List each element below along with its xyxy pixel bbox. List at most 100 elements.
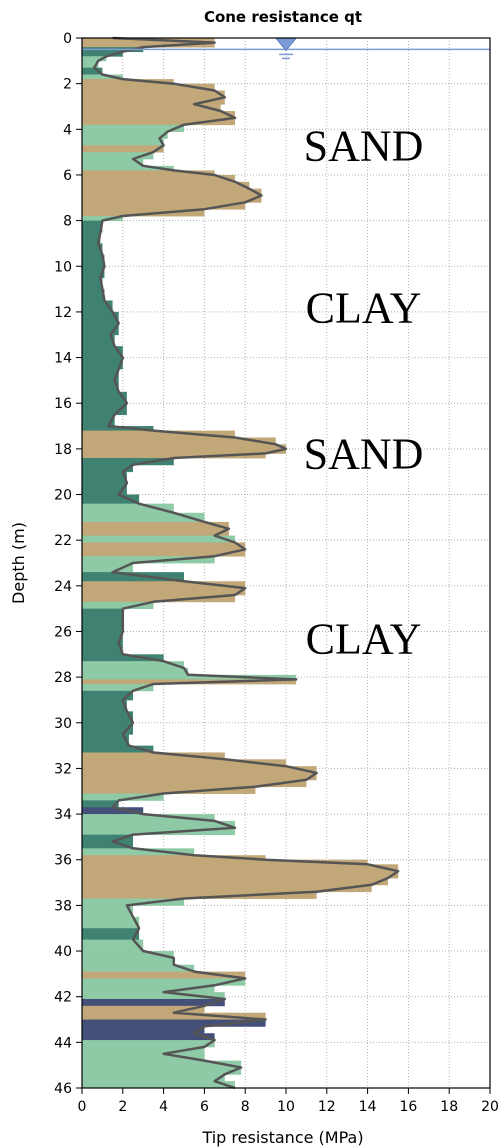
soil-band-sand [82, 111, 235, 119]
soil-band-clay [82, 266, 105, 279]
soil-band-clay [82, 289, 105, 301]
y-tick-label: 30 [54, 716, 72, 732]
soil-band-clay [82, 690, 133, 701]
soil-band-sand [82, 145, 164, 153]
soil-band-sand [82, 430, 235, 438]
soil-band-sand [82, 528, 229, 537]
y-tick-label: 38 [54, 898, 72, 914]
soil-band-organic [82, 1026, 205, 1034]
soil-band-clay [82, 711, 133, 724]
soil-band-clay [82, 323, 119, 336]
soil-band-clay [82, 722, 133, 735]
y-tick-label: 4 [63, 122, 72, 138]
x-tick-label: 18 [440, 1099, 458, 1115]
annotation-label: SAND [304, 429, 424, 478]
soil-band-sand [82, 448, 286, 454]
soil-band-silt [82, 1046, 205, 1055]
soil-band-clay [82, 232, 101, 244]
soil-band-sand [82, 195, 262, 203]
soil-band-silt [82, 939, 144, 952]
soil-band-sand [82, 453, 266, 459]
soil-band-silt [82, 793, 164, 801]
soil-band-sand [82, 79, 174, 85]
soil-band-clay [82, 800, 119, 808]
soil-band-sand [82, 437, 276, 445]
soil-band-clay [82, 608, 123, 621]
x-tick-label: 20 [481, 1099, 499, 1115]
soil-band-sand [82, 542, 246, 550]
soil-band-silt [82, 1053, 205, 1062]
soil-band-silt [82, 674, 297, 680]
soil-band-silt [82, 138, 164, 146]
y-tick-label: 16 [54, 396, 72, 412]
y-tick-label: 28 [54, 670, 72, 686]
soil-band-sand [82, 871, 399, 879]
y-tick-label: 18 [54, 442, 72, 458]
soil-band-sand [82, 117, 235, 126]
y-tick-label: 36 [54, 853, 72, 869]
x-axis-ticks: 0 2 4 6 8 10 12 14 16 18 20 [78, 1088, 499, 1115]
soil-band-silt [82, 957, 174, 966]
y-axis-ticks: 0246810121416182022242628303234363840424… [54, 31, 82, 1097]
soil-band-clay [82, 483, 127, 495]
soil-band-sand [82, 855, 266, 861]
soil-band-sand [82, 549, 246, 557]
soil-band-silt [82, 1060, 242, 1068]
soil-band-silt [82, 661, 184, 669]
soil-band-silt [82, 165, 174, 171]
soil-band-silt [82, 124, 184, 132]
soil-band-silt [82, 56, 107, 62]
soil-band-sand [82, 97, 225, 105]
soil-band-silt [82, 60, 99, 69]
soil-band-sand [82, 209, 205, 217]
soil-band-sand [82, 864, 399, 872]
soil-band-silt [82, 601, 154, 610]
y-tick-label: 24 [54, 579, 72, 595]
soil-band-sand [82, 859, 368, 865]
soil-band-clay [82, 464, 133, 473]
soil-band-clay [82, 414, 115, 427]
y-tick-label: 42 [54, 990, 72, 1006]
soil-band-sand [82, 971, 246, 979]
soil-band-clay [82, 334, 115, 347]
soil-band-sand [82, 588, 246, 596]
soil-band-sand [82, 884, 372, 893]
soil-band-sand [82, 1005, 205, 1014]
soil-band-clay [82, 471, 127, 484]
soil-band-silt [82, 964, 195, 972]
soil-band-clay [82, 620, 123, 632]
x-tick-label: 2 [118, 1099, 127, 1115]
y-tick-label: 34 [54, 807, 72, 823]
y-tick-label: 6 [63, 168, 72, 184]
soil-band-clay [82, 380, 119, 393]
soil-band-silt [82, 503, 174, 514]
soil-band-silt [82, 74, 123, 80]
soil-band-silt [82, 535, 235, 543]
soil-band-clay [82, 220, 103, 233]
soil-band-clay [82, 403, 127, 416]
soil-band-silt [82, 992, 225, 1000]
annotation-label: SAND [304, 121, 424, 170]
soil-band-silt [82, 820, 235, 829]
x-tick-label: 8 [241, 1099, 250, 1115]
water-table-marker-icon [274, 37, 298, 52]
soil-band-clay [82, 734, 129, 747]
soil-band-silt [82, 905, 133, 918]
y-tick-label: 8 [63, 214, 72, 230]
soil-band-sand [82, 752, 225, 760]
soil-band-sand [82, 766, 317, 774]
soil-band-silt [82, 1067, 242, 1075]
soil-band-sand [82, 773, 317, 781]
soil-band-silt [82, 916, 140, 929]
y-tick-label: 44 [54, 1035, 72, 1051]
soil-band-silt [82, 985, 215, 993]
x-tick-label: 16 [399, 1099, 417, 1115]
soil-band-sand [82, 83, 215, 91]
soil-band-clay [82, 243, 103, 256]
soil-band-clay [82, 391, 127, 404]
soil-band-clay [82, 300, 113, 313]
soil-band-organic [82, 1033, 215, 1041]
chart-title: Cone resistance qt [204, 8, 362, 26]
y-tick-label: 32 [54, 761, 72, 777]
